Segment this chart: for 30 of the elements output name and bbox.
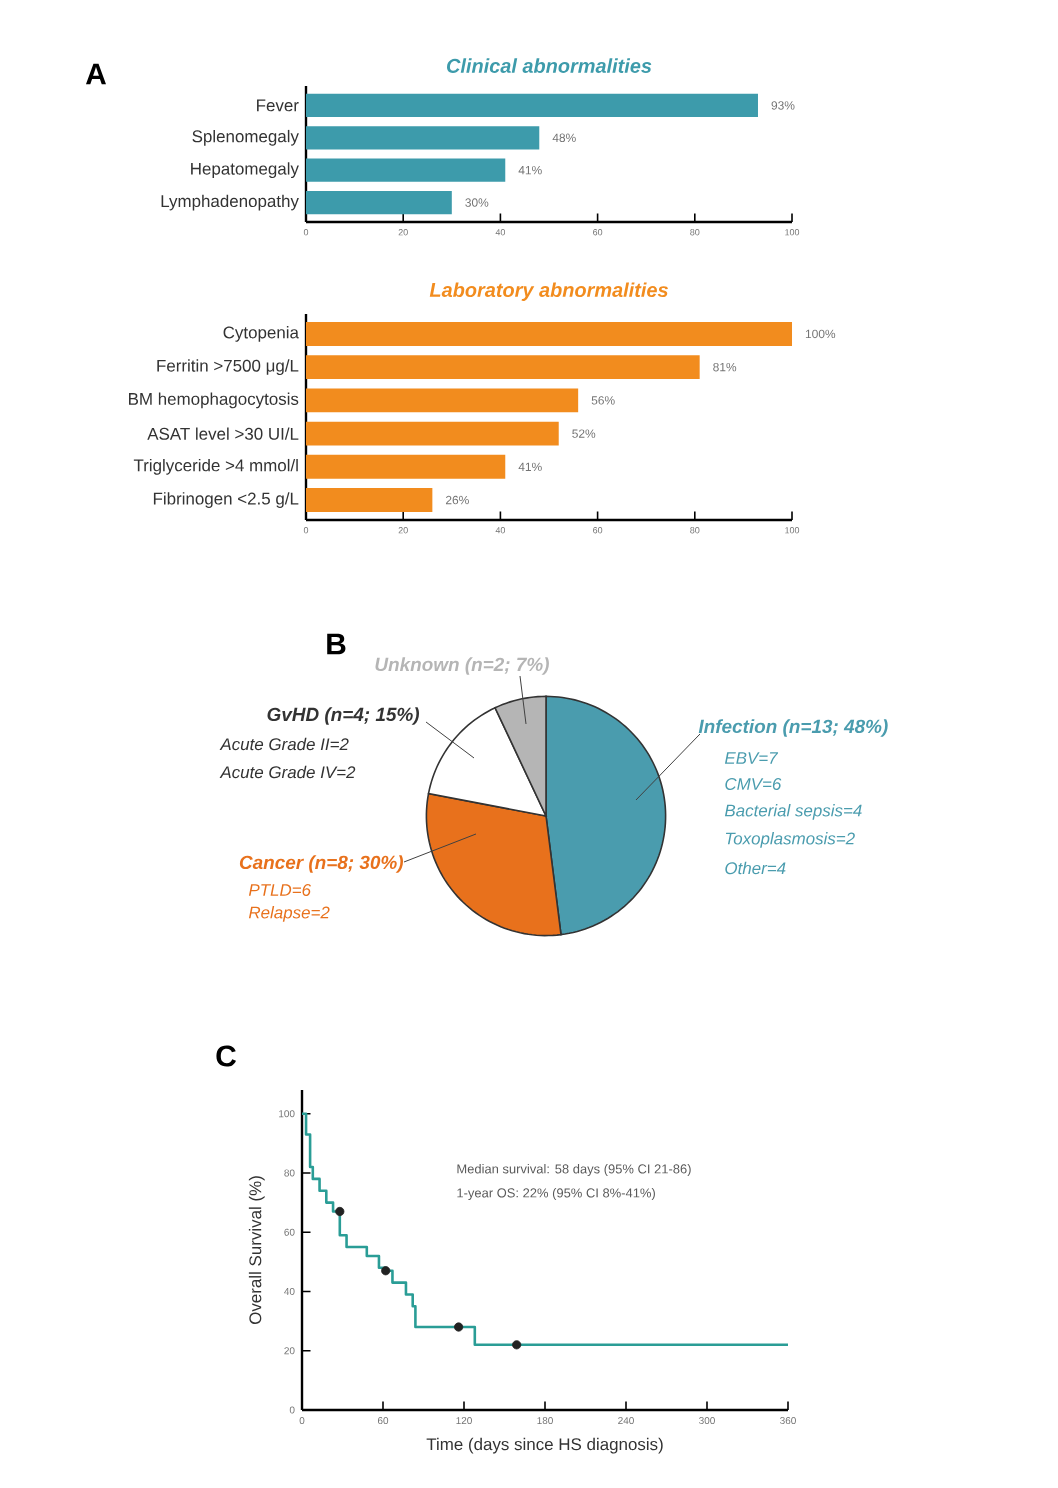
text: Acute Grade II=2 [219, 737, 349, 751]
slice-label: Infection (n=13; 48%) [698, 719, 888, 737]
text: PTLD=6 [248, 884, 311, 896]
text: A [85, 63, 106, 85]
y-tick-label: BM hemophagocytosis [129, 392, 299, 409]
y-tick-label: Cytopenia [223, 326, 299, 342]
chart-title: Clinical abnormalities [446, 58, 652, 73]
slice-label: Cancer (n=8; 30%) [239, 855, 404, 873]
text: Other=4 [725, 861, 786, 875]
text: EBV=7 [724, 752, 779, 764]
y-tick-label: Hepatomegaly [191, 162, 299, 179]
text: CMV=6 [725, 778, 782, 790]
text: C [216, 1045, 236, 1067]
y-tick-label: Fever [257, 99, 299, 112]
text: Bacterial sepsis=4 [724, 804, 862, 820]
y-tick-label: Lymphadenopathy [161, 194, 299, 211]
y-tick-label: ASAT level >30 UI/L [147, 427, 299, 440]
text: Acute Grade IV=2 [219, 765, 356, 779]
text: Relapse=2 [248, 906, 330, 922]
x-axis-title: Time (days since HS diagnosis) [426, 1437, 663, 1454]
y-tick-label: Fibrinogen <2.5 g/L [153, 492, 299, 508]
y-tick-label: Ferritin >7500 μg/L [157, 359, 299, 376]
y-tick-label: Splenomegaly [192, 129, 299, 146]
text: B [327, 633, 346, 655]
y-axis-title: Overall Survival (%) [248, 1176, 265, 1324]
y-tick-label: Triglyceride >4 mmol/l [133, 458, 298, 475]
chart-title: Laboratory abnormalities [429, 282, 668, 301]
slice-label: GvHD (n=4; 15%) [267, 707, 420, 725]
text: Toxoplasmosis=2 [725, 832, 855, 848]
slice-label: Unknown (n=2; 7%) [375, 657, 549, 675]
